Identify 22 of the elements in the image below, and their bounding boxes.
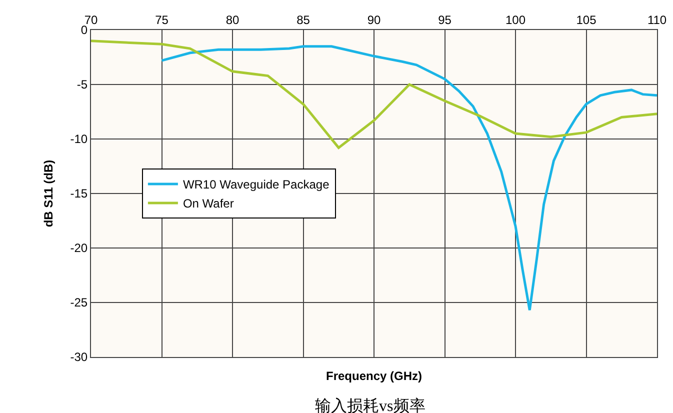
- y-tick-label: -30: [70, 350, 88, 364]
- x-axis-title: Frequency (GHz): [326, 369, 422, 383]
- y-tick-label: -25: [70, 296, 88, 310]
- x-tick-label: 90: [367, 13, 381, 28]
- y-tick-label: 0: [80, 23, 88, 38]
- y-tick-label: -20: [70, 241, 88, 256]
- legend-label: WR10 Waveguide Package: [182, 178, 330, 192]
- x-tick-label: 80: [226, 13, 240, 28]
- y-tick-label: -15: [70, 186, 88, 201]
- legend-label: On Wafer: [182, 196, 234, 211]
- x-tick-label: 100: [505, 13, 526, 28]
- text: 输入损耗vs频率: [315, 396, 426, 413]
- line-series: [91, 40, 657, 149]
- x-tick-label: 75: [155, 13, 169, 28]
- y-axis-title: dB S11 (dB): [42, 160, 56, 228]
- y-tick-label: -5: [76, 78, 88, 92]
- x-tick-label: 110: [647, 13, 667, 28]
- x-tick-label: 95: [438, 13, 452, 28]
- x-tick-label: 105: [576, 13, 597, 28]
- line-series: [160, 45, 657, 312]
- x-tick-label: 85: [296, 13, 310, 28]
- y-tick-label: -10: [70, 132, 88, 146]
